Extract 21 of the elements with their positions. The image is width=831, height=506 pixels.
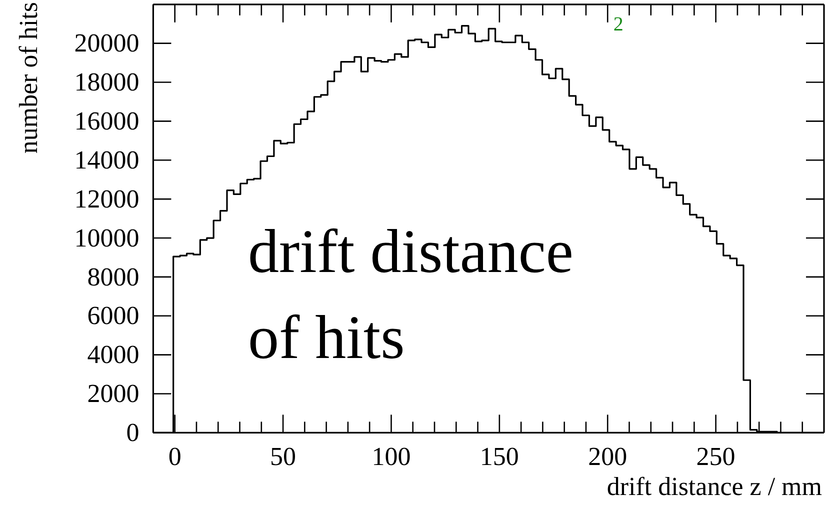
x-tick-label: 50 <box>270 442 296 472</box>
y-tick-label: 6000 <box>87 301 140 330</box>
y-tick-label: 4000 <box>87 340 140 370</box>
y-tick-label: 12000 <box>74 184 140 214</box>
y-tick-label: 16000 <box>74 106 140 136</box>
y-axis-title: number of hits <box>14 2 43 154</box>
y-tick-label: 20000 <box>74 28 140 58</box>
text: drift distance of hits <box>248 218 574 372</box>
x-tick-label: 150 <box>480 442 519 472</box>
x-tick-label: 250 <box>696 442 736 472</box>
y-tick-label: 10000 <box>74 223 140 252</box>
x-axis-title: drift distance z / mm <box>606 472 822 501</box>
annotation: 2 <box>613 13 624 36</box>
y-tick-label: 14000 <box>74 145 140 174</box>
y-tick-label: 0 <box>126 418 140 448</box>
y-tick-label: 18000 <box>74 68 140 97</box>
y-tick-label: 2000 <box>87 379 140 408</box>
x-tick-label: 0 <box>168 442 182 472</box>
x-tick-label: 100 <box>372 442 411 472</box>
y-tick-label: 8000 <box>87 262 140 292</box>
x-tick-label: 200 <box>588 442 628 472</box>
